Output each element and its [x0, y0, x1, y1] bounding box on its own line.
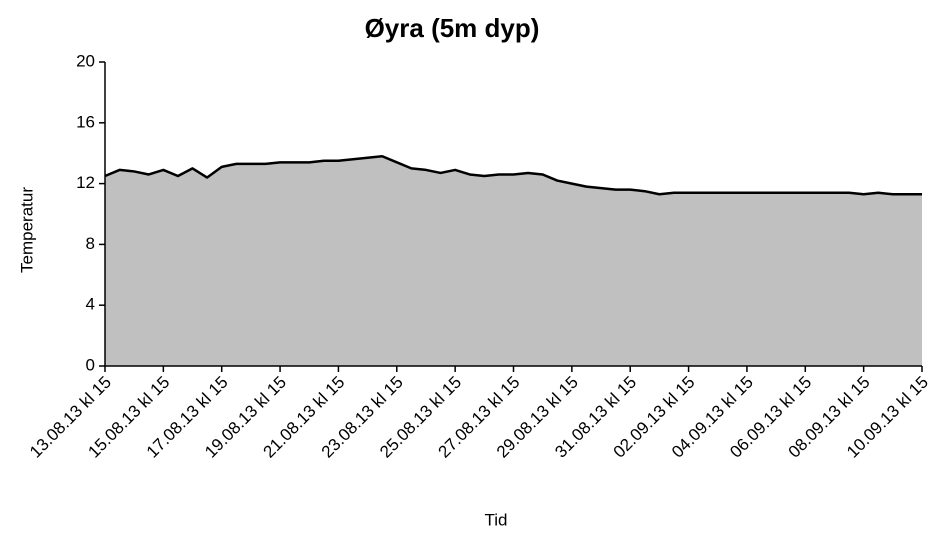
- y-tick-label: 8: [86, 234, 95, 253]
- y-tick-label: 0: [86, 355, 95, 374]
- y-tick-label: 4: [86, 295, 95, 314]
- x-axis-label: Tid: [485, 510, 508, 529]
- y-axis-label: Temperatur: [17, 187, 36, 273]
- line: [104, 154, 922, 196]
- y-tick-label: 12: [76, 173, 95, 192]
- chart-title: Øyra (5m dyp): [365, 13, 540, 43]
- y-tick-label: 16: [76, 112, 95, 131]
- area: [105, 156, 922, 366]
- y-tick-label: 20: [76, 51, 95, 70]
